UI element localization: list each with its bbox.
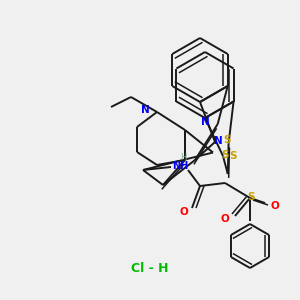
Text: S: S	[221, 151, 229, 160]
Text: H: H	[180, 154, 186, 163]
Text: N: N	[201, 117, 210, 127]
Text: Cl - H: Cl - H	[131, 262, 169, 275]
Text: O: O	[180, 207, 188, 217]
Text: S: S	[229, 151, 237, 161]
Text: N: N	[214, 136, 223, 146]
Text: S: S	[223, 135, 231, 145]
Text: O: O	[271, 201, 279, 211]
Text: S: S	[247, 192, 255, 202]
Text: NH: NH	[172, 161, 188, 171]
Text: N: N	[141, 105, 149, 115]
Text: O: O	[220, 214, 230, 224]
